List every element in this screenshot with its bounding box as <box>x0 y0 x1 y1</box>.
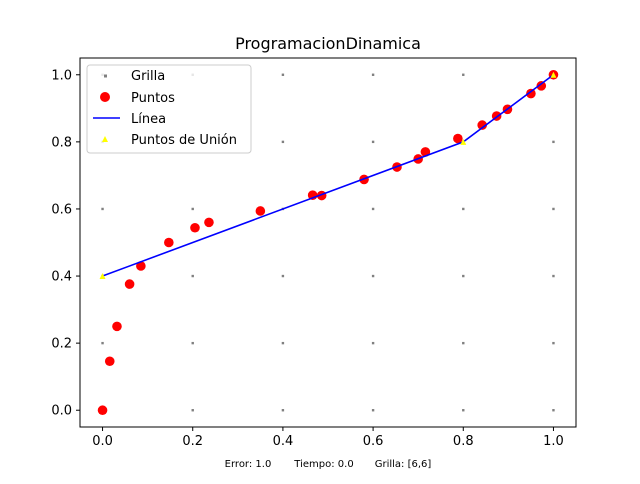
grid-point <box>552 274 555 278</box>
legend-marker-union <box>102 136 108 142</box>
grid-point <box>191 341 194 345</box>
junction-point <box>460 138 467 145</box>
footer-tiempo: Tiempo: 0.0 <box>293 459 353 470</box>
grid-point <box>552 140 555 144</box>
legend-label-union: Puntos de Unión <box>131 133 237 148</box>
grid-point <box>191 274 194 278</box>
grid-point <box>371 409 375 412</box>
axes-frame <box>79 57 577 428</box>
grid-point <box>371 73 375 76</box>
data-point <box>124 279 135 289</box>
data-point <box>526 88 536 99</box>
grid-point <box>101 341 104 345</box>
data-point <box>204 217 214 228</box>
grid-point <box>462 207 465 211</box>
grid-point <box>191 207 194 211</box>
grid-point <box>281 409 285 412</box>
x-tick-label: 0.0 <box>92 434 113 449</box>
footer-grilla: Grilla: [6,6] <box>375 459 432 470</box>
grid-point <box>371 207 375 211</box>
legend-marker-puntos <box>100 92 110 102</box>
x-tick-label: 0.8 <box>453 434 474 449</box>
data-point <box>255 206 266 216</box>
grid-point <box>552 207 555 211</box>
data-point <box>477 120 488 130</box>
data-point <box>190 222 200 233</box>
grid-point <box>281 140 285 144</box>
legend-box <box>86 64 252 154</box>
grid-point <box>462 409 465 412</box>
grid-point <box>191 409 194 412</box>
data-point <box>97 405 108 416</box>
data-point <box>453 133 463 144</box>
grid-point <box>281 73 285 76</box>
junction-point <box>99 273 106 280</box>
grid-point <box>371 140 375 144</box>
x-tick-label: 0.4 <box>273 434 294 449</box>
data-point <box>164 237 174 248</box>
y-tick-label: 1.0 <box>51 68 72 83</box>
legend: Grilla Puntos Línea Puntos de Unión <box>86 64 252 154</box>
grid-point <box>371 341 375 345</box>
y-tick-label: 0.8 <box>51 135 72 150</box>
y-tick-label: 0.4 <box>51 270 72 285</box>
legend-label-puntos: Puntos <box>131 91 175 106</box>
grid-point <box>101 207 104 211</box>
x-tick-label: 1.0 <box>543 434 564 449</box>
legend-label-linea: Línea <box>131 112 166 127</box>
grid-point <box>552 409 555 412</box>
grid-point <box>371 274 375 278</box>
grid-point <box>552 341 555 345</box>
grid-point <box>462 73 465 76</box>
chart-title: ProgramacionDinamica <box>235 34 421 53</box>
legend-marker-grilla <box>104 74 107 78</box>
y-tick-label: 0.6 <box>51 202 72 217</box>
data-point <box>104 356 115 367</box>
x-tick-label: 0.6 <box>363 434 384 449</box>
data-point <box>136 261 146 271</box>
legend-label-grilla: Grilla <box>131 69 165 84</box>
y-tick-label: 0.0 <box>51 404 72 419</box>
grid-point <box>462 274 465 278</box>
junction-point <box>550 71 557 78</box>
grid-point <box>281 341 285 345</box>
data-point <box>112 321 122 332</box>
junction-points <box>99 71 557 280</box>
axis-ticks: 0.0 0.2 0.4 0.6 0.8 1.0 0.0 0.2 0.4 0.6 0.8 1.0 <box>51 68 563 449</box>
x-tick-label: 0.2 <box>182 434 203 449</box>
grid-point <box>281 274 285 278</box>
y-tick-label: 0.2 <box>51 337 72 352</box>
grid-point <box>462 341 465 345</box>
footer-error: Error: 1.0 <box>225 459 272 470</box>
data-point <box>536 81 547 91</box>
